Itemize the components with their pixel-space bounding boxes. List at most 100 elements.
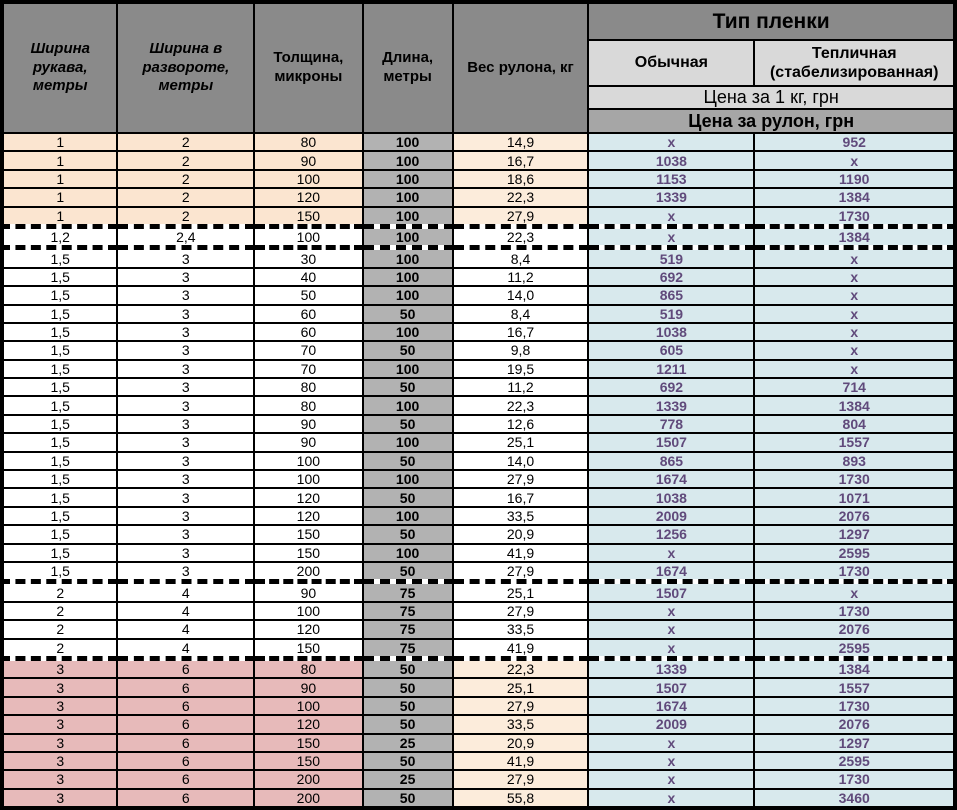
cell-thickness: 80 (253, 377, 364, 398)
cell-sleeve-width: 1,5 (0, 266, 119, 288)
header-roll-weight: Вес рулона, кг (451, 1, 590, 134)
cell-length: 100 (361, 150, 454, 171)
cell-thickness: 80 (253, 131, 364, 153)
cell-thickness: 80 (253, 657, 364, 680)
cell-roll-weight: 33,5 (451, 619, 590, 640)
cell-length: 100 (361, 246, 454, 269)
cell-sleeve-width: 3 (0, 787, 119, 810)
cell-price-greenhouse: 1730 (753, 560, 956, 585)
cell-price-regular: 1507 (587, 580, 756, 603)
cell-price-regular: 519 (587, 246, 756, 269)
cell-price-regular: 865 (587, 450, 756, 472)
header-greenhouse-film: Тепличная (стабелизированная) (753, 39, 956, 87)
cell-roll-weight: 22,3 (451, 395, 590, 416)
cell-price-regular: 1507 (587, 677, 756, 698)
table-row: 2 4 150 75 41,9 x 2595 (0, 637, 956, 661)
cell-sleeve-width: 1,5 (0, 321, 119, 343)
cell-length: 100 (361, 432, 454, 453)
cell-price-regular: 1038 (587, 321, 756, 343)
table-row: 1,5 3 200 50 27,9 1674 1730 (0, 560, 956, 585)
cell-length: 50 (361, 303, 454, 324)
cell-unfolded-width: 3 (116, 505, 256, 527)
cell-unfolded-width: 6 (116, 657, 256, 680)
cell-roll-weight: 18,6 (451, 168, 590, 190)
cell-length: 75 (361, 619, 454, 640)
cell-roll-weight: 41,9 (451, 637, 590, 661)
cell-thickness: 150 (253, 750, 364, 772)
cell-price-greenhouse: 1730 (753, 769, 956, 790)
cell-length: 100 (361, 131, 454, 153)
cell-price-regular: x (587, 131, 756, 153)
cell-price-greenhouse: x (753, 266, 956, 288)
cell-length: 50 (361, 695, 454, 717)
table-row: 1,5 3 100 50 14,0 865 893 (0, 450, 956, 472)
cell-price-greenhouse: x (753, 340, 956, 361)
table-row: 3 6 100 50 27,9 1674 1730 (0, 695, 956, 717)
cell-thickness: 150 (253, 542, 364, 564)
cell-roll-weight: 41,9 (451, 542, 590, 564)
cell-roll-weight: 41,9 (451, 750, 590, 772)
cell-unfolded-width: 3 (116, 303, 256, 324)
table-row: 2 4 120 75 33,5 x 2076 (0, 619, 956, 640)
cell-length: 100 (361, 542, 454, 564)
table-row: 1,5 3 60 50 8,4 519 x (0, 303, 956, 324)
cell-length: 50 (361, 787, 454, 810)
cell-roll-weight: 27,9 (451, 695, 590, 717)
cell-price-greenhouse: 1730 (753, 205, 956, 229)
table-row: 3 6 200 25 27,9 x 1730 (0, 769, 956, 790)
cell-sleeve-width: 3 (0, 750, 119, 772)
cell-price-greenhouse: 1557 (753, 432, 956, 453)
cell-sleeve-width: 3 (0, 714, 119, 735)
cell-roll-weight: 55,8 (451, 787, 590, 810)
cell-length: 50 (361, 413, 454, 435)
table-row: 1,5 3 80 100 22,3 1339 1384 (0, 395, 956, 416)
cell-length: 100 (361, 321, 454, 343)
cell-sleeve-width: 2 (0, 600, 119, 622)
cell-unfolded-width: 3 (116, 560, 256, 585)
cell-length: 100 (361, 358, 454, 380)
cell-price-greenhouse: 2076 (753, 505, 956, 527)
cell-length: 100 (361, 266, 454, 288)
cell-unfolded-width: 6 (116, 677, 256, 698)
cell-sleeve-width: 1 (0, 205, 119, 229)
table-row: 1,5 3 70 50 9,8 605 x (0, 340, 956, 361)
cell-price-greenhouse: x (753, 285, 956, 306)
cell-thickness: 90 (253, 580, 364, 603)
cell-thickness: 90 (253, 413, 364, 435)
cell-price-regular: 1256 (587, 524, 756, 545)
cell-price-regular: 1507 (587, 432, 756, 453)
cell-unfolded-width: 3 (116, 285, 256, 306)
cell-thickness: 200 (253, 769, 364, 790)
cell-price-regular: 519 (587, 303, 756, 324)
cell-price-greenhouse: 2595 (753, 637, 956, 661)
cell-price-greenhouse: 1384 (753, 657, 956, 680)
table-row: 1 2 100 100 18,6 1153 1190 (0, 168, 956, 190)
cell-roll-weight: 14,9 (451, 131, 590, 153)
cell-length: 100 (361, 285, 454, 306)
cell-price-regular: 1038 (587, 150, 756, 171)
cell-roll-weight: 22,3 (451, 187, 590, 208)
cell-unfolded-width: 3 (116, 377, 256, 398)
cell-price-greenhouse: 952 (753, 131, 956, 153)
cell-price-regular: 1339 (587, 187, 756, 208)
cell-sleeve-width: 1,5 (0, 413, 119, 435)
table-row: 1,5 3 40 100 11,2 692 x (0, 266, 956, 288)
cell-length: 50 (361, 750, 454, 772)
cell-length: 100 (361, 225, 454, 251)
cell-roll-weight: 33,5 (451, 714, 590, 735)
cell-price-regular: 1339 (587, 657, 756, 680)
cell-unfolded-width: 6 (116, 714, 256, 735)
cell-length: 50 (361, 677, 454, 698)
cell-price-regular: x (587, 787, 756, 810)
table-row: 1,5 3 120 100 33,5 2009 2076 (0, 505, 956, 527)
cell-unfolded-width: 3 (116, 542, 256, 564)
cell-length: 100 (361, 205, 454, 229)
cell-price-regular: 1674 (587, 695, 756, 717)
table-row: 3 6 200 50 55,8 x 3460 (0, 787, 956, 810)
cell-unfolded-width: 4 (116, 600, 256, 622)
cell-roll-weight: 25,1 (451, 432, 590, 453)
cell-price-greenhouse: x (753, 303, 956, 324)
table-row: 1,5 3 60 100 16,7 1038 x (0, 321, 956, 343)
cell-unfolded-width: 6 (116, 769, 256, 790)
cell-unfolded-width: 2 (116, 168, 256, 190)
